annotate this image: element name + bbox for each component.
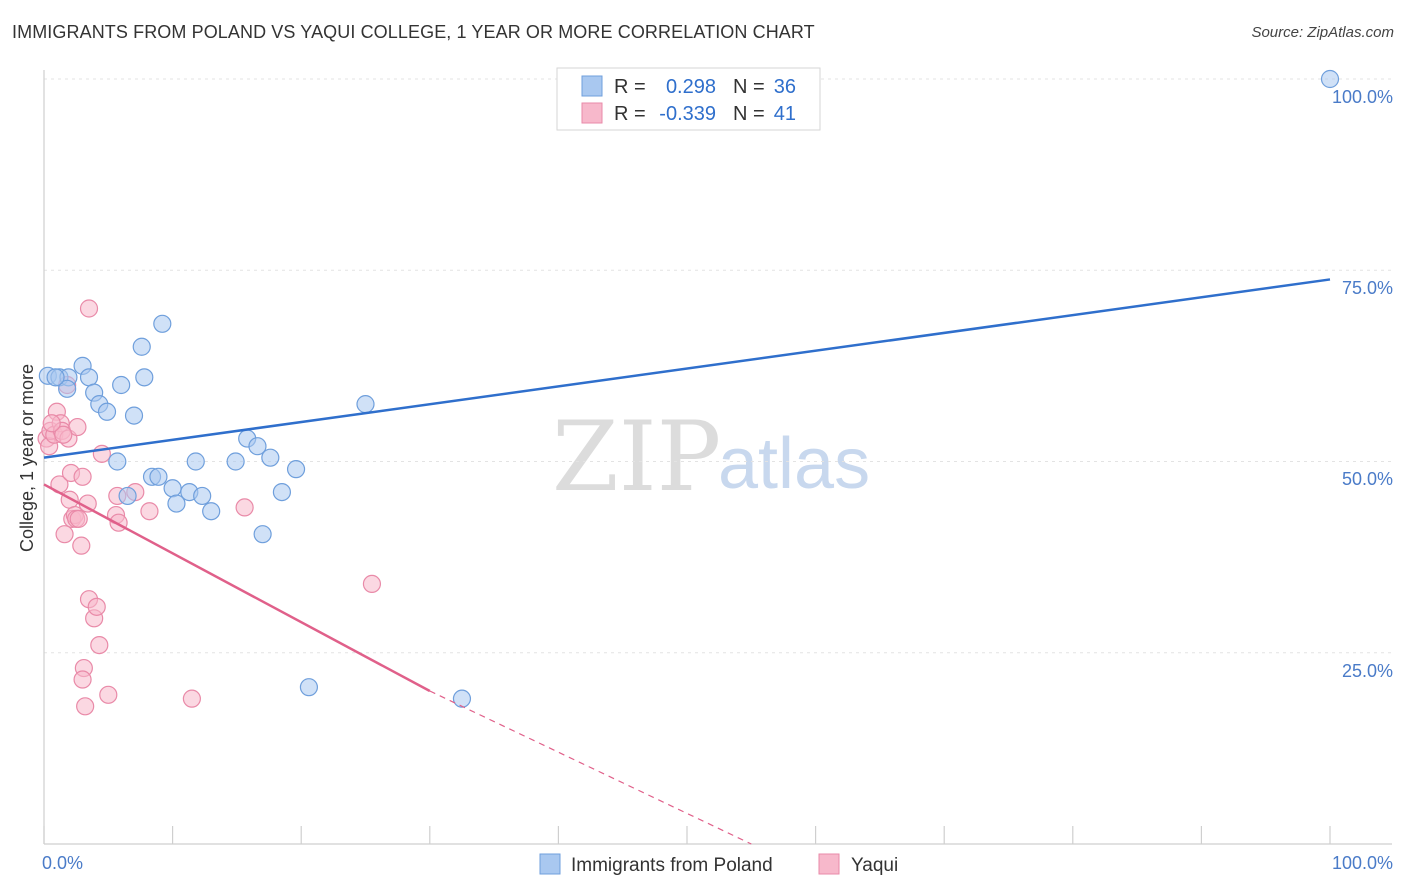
poland-point-22 bbox=[193, 486, 212, 506]
chart-title: IMMIGRANTS FROM POLAND VS YAQUI COLLEGE,… bbox=[12, 22, 815, 42]
legend-swatch-yaqui bbox=[581, 102, 603, 124]
poland-point-24 bbox=[226, 452, 245, 471]
yaqui-point-36 bbox=[182, 689, 201, 708]
legend-r-label-poland: R = bbox=[614, 76, 646, 98]
yaqui-point-16 bbox=[68, 417, 87, 437]
legend-n-value-poland: 36 bbox=[774, 76, 796, 98]
legend-swatch-poland bbox=[581, 75, 603, 97]
poland-point-23 bbox=[202, 502, 221, 521]
poland-point-30 bbox=[286, 460, 306, 479]
yaqui-point-30 bbox=[99, 685, 118, 704]
y-tick-label-75: 75.0% bbox=[1342, 278, 1393, 298]
y-tick-label-50: 50.0% bbox=[1342, 469, 1393, 489]
poland-point-19 bbox=[167, 494, 186, 513]
bottom-legend-label-poland: Immigrants from Poland bbox=[571, 855, 773, 876]
legend-n-value-yaqui: 41 bbox=[774, 103, 796, 125]
poland-point-27 bbox=[253, 525, 272, 544]
poland-point-16 bbox=[149, 467, 168, 486]
poland-point-21 bbox=[186, 452, 205, 471]
legend-r-value-yaqui: -0.339 bbox=[659, 103, 716, 125]
yaqui-point-25 bbox=[79, 299, 99, 318]
watermark-zip: ZIP bbox=[552, 401, 721, 513]
poland-point-5 bbox=[79, 368, 99, 387]
poland-point-32 bbox=[356, 395, 375, 414]
yaqui-trend-line bbox=[43, 483, 431, 693]
yaqui-point-37 bbox=[235, 498, 254, 517]
bottom-legend-swatch-yaqui bbox=[818, 853, 840, 875]
poland-point-31 bbox=[299, 678, 319, 697]
series-legend: Immigrants from Poland Yaqui bbox=[539, 853, 898, 876]
legend-r-value-poland: 0.298 bbox=[666, 76, 716, 98]
x-tick-label-100: 100.0% bbox=[1332, 853, 1393, 873]
poland-points bbox=[38, 69, 1340, 708]
poland-point-28 bbox=[261, 448, 280, 467]
bottom-legend-label-yaqui: Yaqui bbox=[851, 855, 898, 876]
legend-n-label-poland: N = bbox=[733, 76, 765, 98]
poland-point-29 bbox=[272, 483, 292, 502]
poland-point-8 bbox=[97, 402, 117, 421]
y-axis-label: College, 1 year or more bbox=[17, 364, 37, 552]
yaqui-trend-line-extension bbox=[429, 690, 752, 845]
yaqui-point-8 bbox=[55, 525, 74, 544]
yaqui-point-21 bbox=[73, 670, 92, 689]
yaqui-point-18 bbox=[72, 536, 91, 555]
yaqui-point-38 bbox=[362, 574, 382, 594]
poland-point-14 bbox=[135, 368, 154, 387]
x-tick-marks bbox=[43, 826, 1331, 844]
poland-point-9 bbox=[108, 452, 127, 471]
legend-r-label-yaqui: R = bbox=[614, 103, 646, 125]
poland-point-12 bbox=[124, 406, 144, 425]
poland-point-17 bbox=[153, 314, 172, 333]
poland-point-34 bbox=[1320, 69, 1340, 89]
yaqui-point-39 bbox=[54, 425, 73, 444]
yaqui-point-17 bbox=[69, 509, 88, 528]
yaqui-point-19 bbox=[73, 467, 92, 486]
watermark-atlas: atlas bbox=[718, 424, 870, 504]
trend-lines bbox=[43, 278, 1331, 845]
yaqui-point-27 bbox=[87, 597, 106, 616]
yaqui-point-35 bbox=[140, 502, 159, 521]
source-credit: Source: ZipAtlas.com bbox=[1251, 24, 1394, 41]
poland-point-10 bbox=[112, 375, 131, 395]
poland-point-18 bbox=[163, 479, 182, 498]
legend-n-label-yaqui: N = bbox=[733, 103, 765, 125]
poland-point-26 bbox=[248, 437, 267, 456]
y-tick-label-25: 25.0% bbox=[1342, 661, 1393, 681]
yaqui-point-40 bbox=[42, 414, 61, 433]
x-tick-label-0: 0.0% bbox=[42, 853, 83, 873]
yaqui-point-28 bbox=[90, 635, 109, 655]
bottom-legend-swatch-poland bbox=[539, 853, 561, 875]
poland-point-13 bbox=[132, 337, 151, 356]
gridlines bbox=[44, 78, 1392, 654]
poland-trend-line bbox=[43, 278, 1331, 459]
poland-point-11 bbox=[118, 486, 137, 506]
y-tick-label-100: 100.0% bbox=[1332, 87, 1393, 107]
yaqui-point-22 bbox=[76, 697, 95, 716]
poland-point-33 bbox=[452, 689, 472, 708]
poland-point-3 bbox=[58, 379, 77, 398]
poland-point-35 bbox=[46, 368, 65, 387]
stats-legend: R = 0.298 N = 36 R = -0.339 N = 41 bbox=[556, 67, 821, 131]
